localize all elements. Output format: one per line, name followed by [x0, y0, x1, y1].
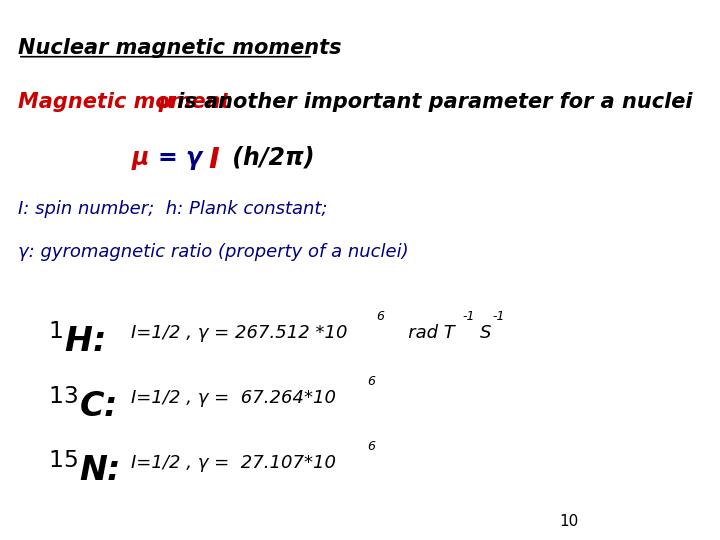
- Text: I=1/2 , γ =  27.107*10: I=1/2 , γ = 27.107*10: [131, 454, 336, 471]
- Text: = γ: = γ: [158, 146, 210, 170]
- Text: (h/2π): (h/2π): [224, 146, 314, 170]
- Text: I=1/2 , γ =  67.264*10: I=1/2 , γ = 67.264*10: [131, 389, 336, 407]
- Text: I: I: [209, 146, 220, 174]
- Text: -1: -1: [462, 310, 474, 323]
- Text: $^{1}$H:: $^{1}$H:: [48, 324, 104, 359]
- Text: μ: μ: [131, 146, 148, 170]
- Text: S: S: [480, 324, 492, 342]
- Text: -1: -1: [492, 310, 505, 323]
- Text: γ: gyromagnetic ratio (property of a nuclei): γ: gyromagnetic ratio (property of a nuc…: [18, 243, 408, 261]
- Text: Magnetic moment: Magnetic moment: [18, 92, 238, 112]
- Text: rad T: rad T: [391, 324, 454, 342]
- Text: 6: 6: [366, 440, 375, 453]
- Text: is another important parameter for a nuclei: is another important parameter for a nuc…: [170, 92, 693, 112]
- Text: I: spin number;  h: Plank constant;: I: spin number; h: Plank constant;: [18, 200, 328, 218]
- Text: $^{13}$C:: $^{13}$C:: [48, 389, 116, 423]
- Text: μ: μ: [158, 92, 174, 112]
- Text: 10: 10: [559, 514, 579, 529]
- Text: I=1/2 , γ = 267.512 *10: I=1/2 , γ = 267.512 *10: [131, 324, 348, 342]
- Text: 6: 6: [366, 375, 375, 388]
- Text: $^{15}$N:: $^{15}$N:: [48, 454, 120, 488]
- Text: Nuclear magnetic moments: Nuclear magnetic moments: [18, 38, 341, 58]
- Text: 6: 6: [376, 310, 384, 323]
